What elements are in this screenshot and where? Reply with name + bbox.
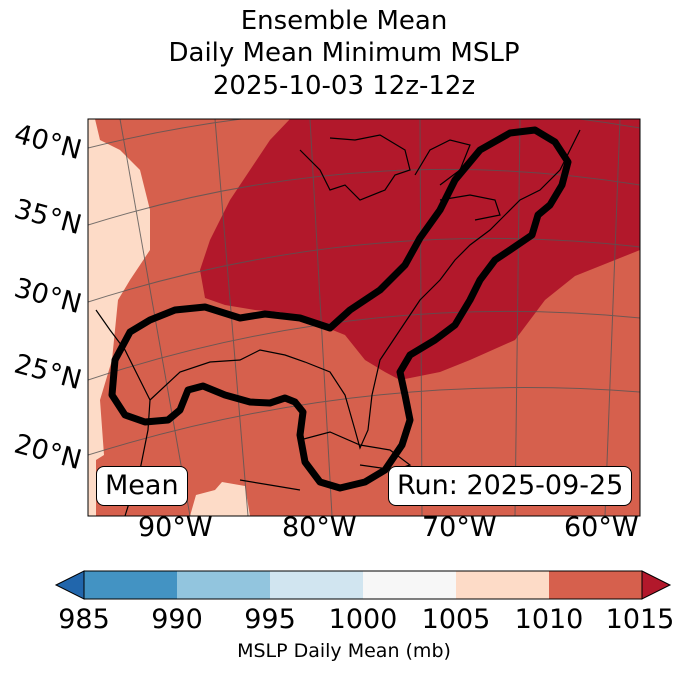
colorbar-label: MSLP Daily Mean (mb) <box>237 640 451 662</box>
colorbar-990-995 <box>177 571 270 599</box>
lon-label-70w: 70°W <box>422 512 497 543</box>
colorbar-tick-985: 985 <box>58 604 110 635</box>
colorbar-1010-1015 <box>549 571 642 599</box>
title-line-2: Daily Mean Minimum MSLP <box>168 38 520 68</box>
field-1005-1010-south <box>190 482 250 516</box>
colorbar <box>54 570 672 600</box>
lon-label-80w: 80°W <box>282 512 357 543</box>
colorbar-tick-1000: 1000 <box>328 604 398 635</box>
contour-1015 <box>108 126 572 492</box>
colorbar-tick-995: 995 <box>244 604 296 635</box>
colorbar-tick-1005: 1005 <box>421 604 491 635</box>
run-date-box: Run: 2025-09-25 <box>388 466 633 506</box>
colorbar-1005-1010 <box>456 571 549 599</box>
colorbar-995-1000 <box>270 571 363 599</box>
map-frame <box>87 118 641 517</box>
colorbar-tick-1015: 1015 <box>605 604 675 635</box>
colorbar-tick-990: 990 <box>151 604 203 635</box>
lon-label-90w: 90°W <box>138 512 213 543</box>
colorbar-tick-1010: 1010 <box>514 604 584 635</box>
mean-label-box: Mean <box>96 466 188 506</box>
field-above-1015 <box>200 119 640 380</box>
colorbar-high-extend <box>641 570 672 600</box>
field-1005-1010-west <box>88 119 150 516</box>
colorbar-1000-1005 <box>363 571 456 599</box>
title-line-1: Ensemble Mean <box>240 6 448 36</box>
lon-label-60w: 60°W <box>564 512 639 543</box>
colorbar-985-990 <box>84 571 177 599</box>
title-line-3: 2025-10-03 12z-12z <box>212 71 476 101</box>
colorbar-low-extend <box>54 570 85 600</box>
